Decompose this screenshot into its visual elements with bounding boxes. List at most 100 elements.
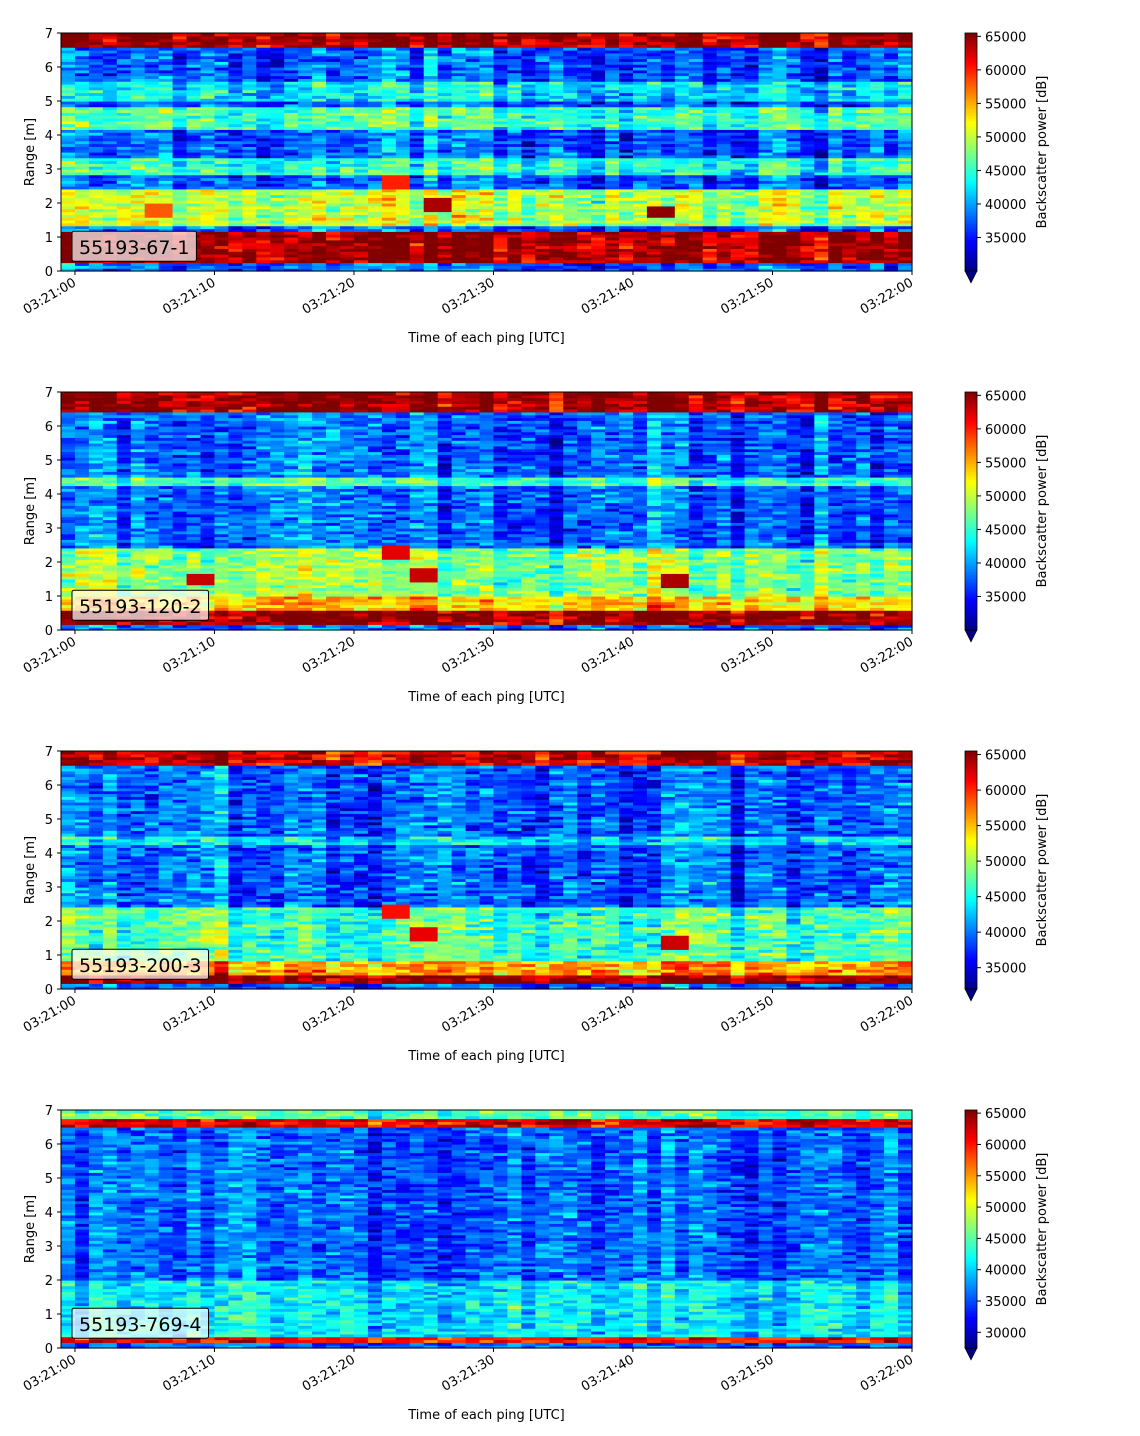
heatmap-cell	[646, 177, 662, 181]
heatmap-cell	[74, 228, 90, 232]
heatmap-cell	[507, 129, 522, 133]
heatmap-cell	[158, 188, 174, 193]
heatmap-cell	[172, 120, 188, 125]
heatmap-cell	[130, 103, 146, 108]
heatmap-cell	[674, 208, 690, 213]
heatmap-cell	[270, 262, 285, 266]
heatmap-cell	[619, 214, 634, 218]
heatmap-cell	[326, 197, 341, 201]
heatmap-cell	[326, 231, 341, 235]
heatmap-cell	[214, 78, 230, 82]
heatmap-cell	[591, 64, 606, 68]
heatmap-cell	[395, 157, 411, 162]
heatmap-cell	[688, 64, 704, 68]
heatmap-cell	[228, 242, 243, 247]
heatmap-cell	[214, 256, 230, 261]
heatmap-cell	[479, 152, 495, 156]
heatmap-cell	[381, 197, 397, 201]
heatmap-cell	[228, 38, 243, 43]
heatmap-cell	[74, 89, 90, 94]
heatmap-cell	[521, 200, 536, 204]
heatmap-cell	[172, 225, 188, 230]
heatmap-cell	[563, 35, 578, 40]
heatmap-cell	[256, 132, 271, 136]
heatmap-cell	[479, 169, 495, 173]
heatmap-cell	[74, 222, 90, 227]
heatmap-cell	[61, 188, 76, 193]
heatmap-cell	[465, 203, 481, 207]
heatmap-cell	[88, 58, 104, 62]
heatmap-cell	[186, 188, 202, 193]
heatmap-cell	[144, 55, 160, 60]
heatmap-cell	[144, 140, 160, 145]
heatmap-cell	[88, 112, 104, 116]
heatmap-cell	[172, 69, 188, 74]
heatmap-cell	[688, 106, 704, 111]
heatmap-cell	[591, 86, 606, 91]
heatmap-cell	[674, 109, 690, 113]
heatmap-cell	[74, 129, 90, 133]
heatmap-cell	[367, 55, 383, 60]
heatmap-cell	[646, 217, 662, 221]
heatmap-cell	[465, 140, 481, 145]
heatmap-cell	[549, 92, 564, 96]
heatmap-cell	[395, 132, 411, 136]
heatmap-cell	[423, 84, 439, 88]
heatmap-cell	[340, 92, 355, 96]
heatmap-cell	[423, 106, 439, 111]
heatmap-cell	[605, 157, 620, 162]
heatmap-cell	[367, 231, 383, 235]
heatmap-cell	[284, 86, 299, 91]
heatmap-cell	[632, 217, 648, 221]
heatmap-cell	[298, 160, 313, 164]
heatmap-cell	[312, 38, 327, 43]
heatmap-cell	[61, 35, 76, 40]
heatmap-cell	[409, 256, 425, 261]
heatmap-cell	[646, 149, 662, 153]
heatmap-cell	[102, 143, 118, 147]
heatmap-cell	[479, 47, 495, 51]
heatmap-cell	[353, 166, 369, 170]
heatmap-cell	[144, 95, 160, 99]
heatmap-cell	[409, 64, 425, 68]
heatmap-cell	[660, 81, 676, 85]
heatmap-cell	[758, 33, 774, 37]
heatmap-cell	[74, 109, 90, 113]
heatmap-cell	[381, 140, 397, 145]
heatmap-cell	[284, 242, 299, 247]
heatmap-cell	[381, 126, 397, 130]
heatmap-cell	[549, 72, 564, 77]
heatmap-cell	[298, 64, 313, 68]
heatmap-cell	[256, 234, 271, 238]
heatmap-cell	[521, 75, 536, 79]
heatmap-cell	[507, 72, 522, 77]
heatmap-cell	[451, 256, 467, 261]
heatmap-cell	[256, 140, 271, 145]
heatmap-cell	[214, 41, 230, 45]
heatmap-cell	[465, 239, 481, 244]
heatmap-cell	[451, 35, 467, 40]
heatmap-cell	[200, 84, 216, 88]
heatmap-cell	[353, 140, 369, 145]
heatmap-cell	[242, 52, 257, 57]
heatmap-cell	[353, 35, 369, 40]
heatmap-cell	[646, 86, 662, 91]
heatmap-cell	[660, 140, 676, 145]
heatmap-cell	[688, 237, 704, 241]
heatmap-cell	[605, 197, 620, 201]
heatmap-cell	[326, 225, 341, 230]
heatmap-cell	[158, 118, 174, 122]
heatmap-cell	[646, 137, 662, 142]
heatmap-cell	[326, 52, 341, 57]
heatmap-cell	[116, 203, 132, 207]
heatmap-cell	[465, 55, 481, 60]
heatmap-cell	[242, 129, 257, 133]
heatmap-cell	[619, 191, 634, 196]
heatmap-cell	[423, 160, 439, 164]
heatmap-cell	[186, 200, 202, 204]
heatmap-cell	[591, 191, 606, 196]
heatmap-cell	[367, 50, 383, 54]
heatmap-cell	[214, 47, 230, 51]
heatmap-cell	[591, 89, 606, 94]
heatmap-cell	[340, 268, 355, 272]
